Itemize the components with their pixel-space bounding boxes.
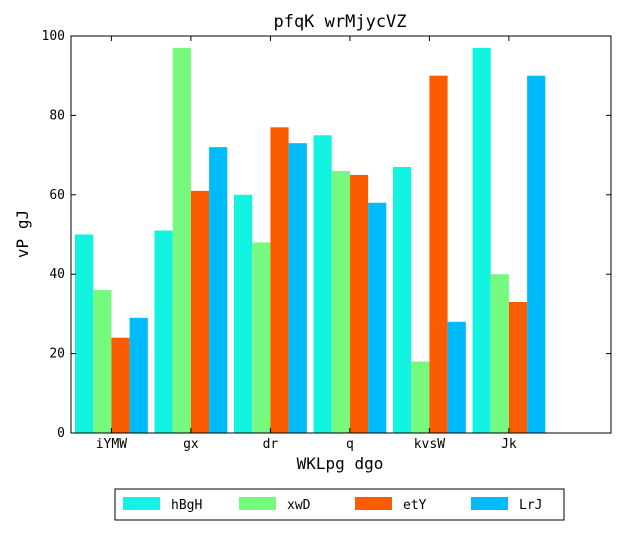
legend-swatch-xwD	[239, 497, 276, 510]
x-axis-label: WKLpg dgo	[297, 454, 384, 473]
bars-group	[75, 47, 546, 434]
bar-xwD-kvsW	[411, 361, 430, 433]
bar-hBgH-Jk	[472, 47, 491, 433]
bar-xwD-Jk	[490, 274, 509, 433]
y-tick-label: 80	[49, 108, 65, 123]
y-axis-label: vP gJ	[13, 210, 32, 258]
y-tick-label: 40	[49, 267, 65, 282]
y-tick-label: 0	[57, 426, 65, 441]
bar-hBgH-kvsW	[393, 167, 412, 433]
bar-etY-gx	[190, 190, 210, 433]
y-tick-label: 60	[49, 188, 65, 203]
legend-label-xwD: xwD	[287, 498, 311, 513]
bar-LrJ-Jk	[527, 75, 546, 433]
legend-label-hBgH: hBgH	[171, 498, 202, 513]
legend-swatch-LrJ	[471, 497, 508, 510]
legend-swatch-hBgH	[123, 497, 160, 510]
plot-area-frame	[70, 35, 612, 434]
bar-etY-Jk	[508, 301, 528, 433]
bar-etY-dr	[270, 127, 289, 433]
x-tick-label: iYMW	[96, 437, 127, 452]
bar-xwD-gx	[172, 47, 191, 433]
bar-hBgH-iYMW	[75, 234, 94, 433]
x-tick-label: kvsW	[414, 437, 445, 452]
bar-LrJ-q	[368, 202, 387, 433]
bar-etY-iYMW	[111, 337, 130, 433]
bar-hBgH-dr	[234, 194, 253, 433]
legend-label-LrJ: LrJ	[519, 498, 542, 513]
bar-hBgH-gx	[154, 230, 173, 433]
legend: hBgH xwD etY LrJ	[114, 488, 565, 521]
y-tick-label: 20	[49, 347, 65, 362]
bar-etY-q	[349, 174, 369, 433]
bar-LrJ-iYMW	[129, 317, 148, 433]
bar-xwD-q	[331, 170, 350, 434]
bar-etY-kvsW	[429, 75, 448, 433]
x-tick-label: Jk	[501, 437, 517, 452]
bar-xwD-iYMW	[93, 290, 112, 433]
bar-LrJ-dr	[288, 143, 307, 433]
bar-hBgH-q	[313, 135, 332, 433]
x-axis: iYMW gx dr q kvsW Jk	[96, 36, 517, 452]
legend-swatch-etY	[355, 497, 392, 510]
bar-LrJ-kvsW	[447, 321, 466, 433]
bar-xwD-dr	[252, 242, 271, 433]
bar-LrJ-gx	[209, 147, 228, 433]
y-axis: 0 20 40 60 80 100	[42, 29, 611, 441]
chart-title: pfqK wrMjycVZ	[273, 12, 406, 32]
legend-label-etY: etY	[403, 498, 427, 513]
y-tick-label: 100	[42, 29, 65, 44]
x-tick-label: gx	[183, 437, 199, 452]
x-tick-label: q	[346, 437, 354, 452]
x-tick-label: dr	[263, 437, 279, 452]
